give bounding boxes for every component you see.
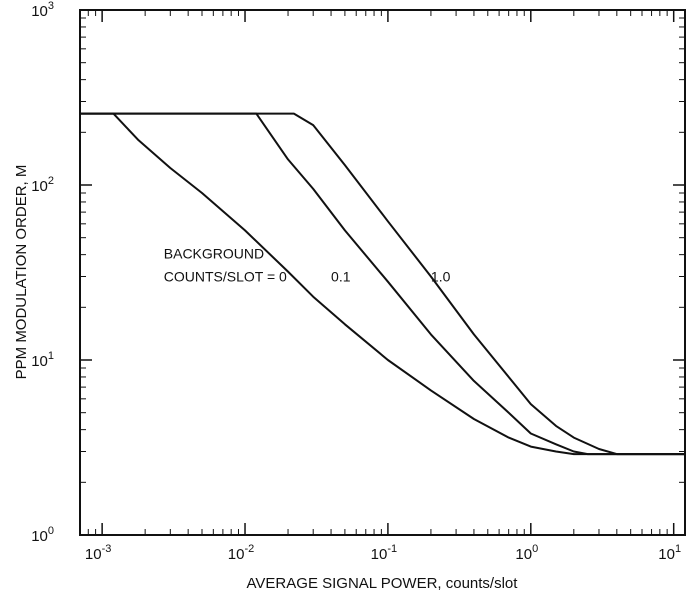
annotation-layer: BACKGROUND COUNTS/SLOT = 0 0.1 1.0 — [164, 246, 451, 285]
y-tick-label: 100 — [31, 525, 54, 545]
x-axis-label: AVERAGE SIGNAL POWER, counts/slot — [247, 575, 519, 592]
x-tick-label: 101 — [658, 543, 681, 563]
series-line-0 — [80, 112, 685, 456]
x-tick-label: 10-2 — [228, 543, 254, 563]
curve-annotation-3: 1.0 — [431, 269, 451, 285]
plot-frame — [79, 9, 686, 536]
curve-annotation-0: BACKGROUND — [164, 246, 264, 262]
y-axis-label: PPM MODULATION ORDER, M — [13, 165, 30, 380]
x-tick-label: 10-1 — [371, 543, 397, 563]
y-tick-label: 101 — [31, 350, 54, 370]
curve-annotation-1: COUNTS/SLOT = 0 — [164, 269, 287, 285]
curve-annotation-2: 0.1 — [331, 269, 351, 285]
x-tick-label: 10-3 — [85, 543, 111, 563]
series-line-1 — [80, 112, 685, 456]
tick-layer: 10-3 10-2 10-1 100 101 100 101 102 103 — [31, 0, 685, 563]
x-tick-label: 100 — [515, 543, 538, 563]
series-line-2 — [80, 112, 685, 456]
y-tick-label: 103 — [31, 0, 54, 20]
series-layer — [80, 112, 685, 456]
y-tick-label: 102 — [31, 175, 54, 195]
